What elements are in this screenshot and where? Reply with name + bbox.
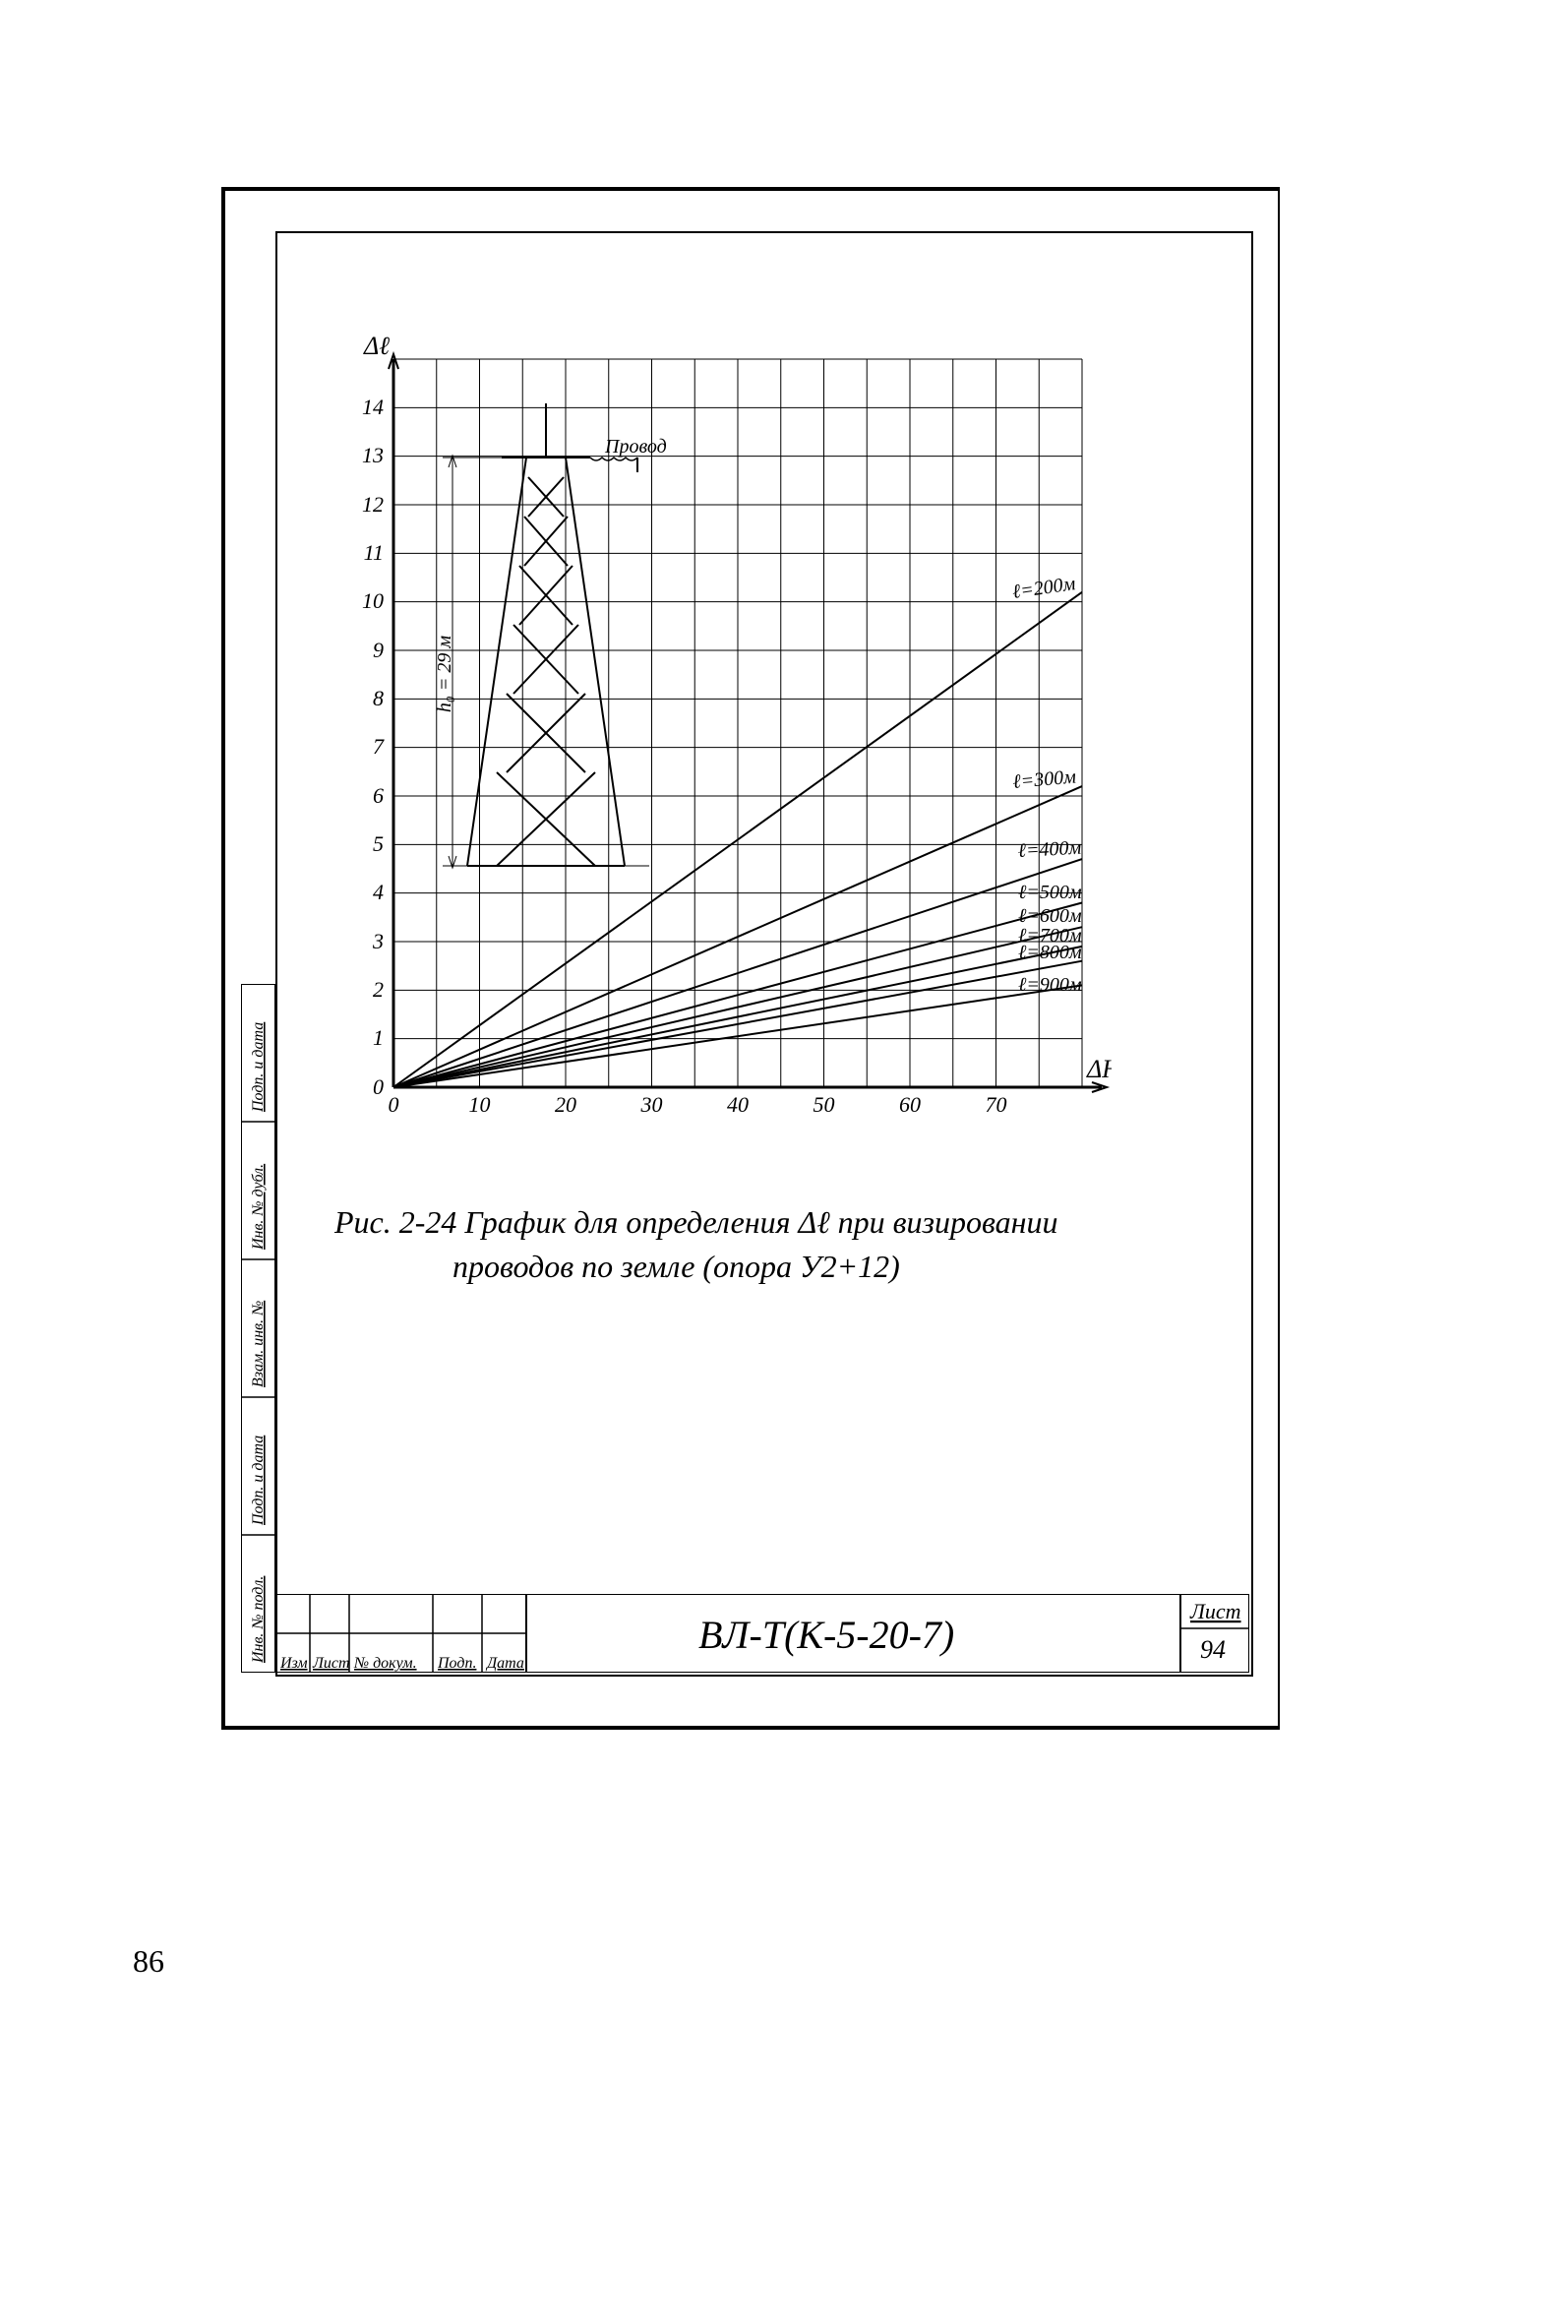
sheet-number: 94 [1200,1635,1226,1664]
x-tick: 60 [899,1092,921,1117]
y-tick: 13 [362,443,384,467]
document-number: ВЛ-Т(К-5-20-7) [698,1613,954,1657]
x-tick: 30 [640,1092,663,1117]
side-label: Инв. № подл. [250,1576,267,1664]
series-label: ℓ=500м [1018,882,1082,903]
y-tick: 11 [364,540,384,565]
series-label: ℓ=800м [1018,942,1082,963]
chart: ℓ=200м ℓ=300м ℓ=400м ℓ=500м ℓ=600м ℓ=700… [334,330,1112,1117]
x-tick: 20 [555,1092,576,1117]
tb-header: Лист [312,1655,350,1672]
caption-line-2: проводов по земле (опора У2+12) [334,1245,1102,1289]
x-tick: 50 [814,1092,835,1117]
series-label: ℓ=300м [1012,765,1077,793]
y-tick: 14 [362,395,384,419]
y-tick: 9 [373,638,384,662]
x-tick: 40 [727,1092,749,1117]
tb-header: Подп. [437,1655,476,1672]
tb-header: № докум. [353,1655,417,1672]
x-tick: 10 [469,1092,491,1117]
x-tick: 0 [389,1092,399,1117]
series-label: ℓ=900м [1018,974,1082,996]
y-tick: 0 [373,1074,384,1099]
sheet-label: Лист [1189,1599,1241,1623]
series-label: ℓ=600м [1018,905,1082,927]
x-tick: 70 [986,1092,1007,1117]
y-tick: 2 [373,977,384,1002]
chart-svg: ℓ=200м ℓ=300м ℓ=400м ℓ=500м ℓ=600м ℓ=700… [334,330,1112,1117]
tower-height-label: h₀ = 29 м [434,636,455,712]
y-tick: 3 [372,929,384,953]
wire-label: Провод [604,436,667,458]
figure-caption: Рис. 2-24 График для определения Δℓ при … [334,1200,1102,1289]
y-axis-label: Δℓ [363,332,390,360]
tower-icon [443,403,649,868]
page-container: ℓ=200м ℓ=300м ℓ=400м ℓ=500м ℓ=600м ℓ=700… [0,0,1568,2324]
y-tick: 7 [373,734,385,759]
side-label: Взам. инв. № [250,1301,267,1387]
y-tick: 10 [362,588,384,613]
side-label: Инв. № дубл. [250,1164,267,1251]
series-label: ℓ=200м [1011,573,1077,603]
y-tick: 4 [373,880,384,904]
caption-line-1: Рис. 2-24 График для определения Δℓ при … [334,1200,1102,1245]
page-number: 86 [133,1943,164,1980]
y-tick: 8 [373,686,384,710]
y-tick: 5 [373,831,384,856]
side-label: Подп. и дата [250,1022,267,1113]
y-tick: 6 [373,783,384,808]
side-stamp: Инв. № подл. Подп. и дата Взам. инв. № И… [241,984,275,1673]
tb-header: Изм [279,1655,308,1672]
side-label: Подп. и дата [250,1436,267,1526]
x-axis-label: ΔH [1086,1055,1112,1083]
series-label: ℓ=400м [1017,837,1082,862]
y-tick: 12 [362,492,384,517]
y-tick: 1 [373,1025,384,1050]
title-block: Изм Лист № докум. Подп. Дата ВЛ-Т(К-5-20… [275,1594,1249,1673]
tb-header: Дата [485,1655,524,1672]
